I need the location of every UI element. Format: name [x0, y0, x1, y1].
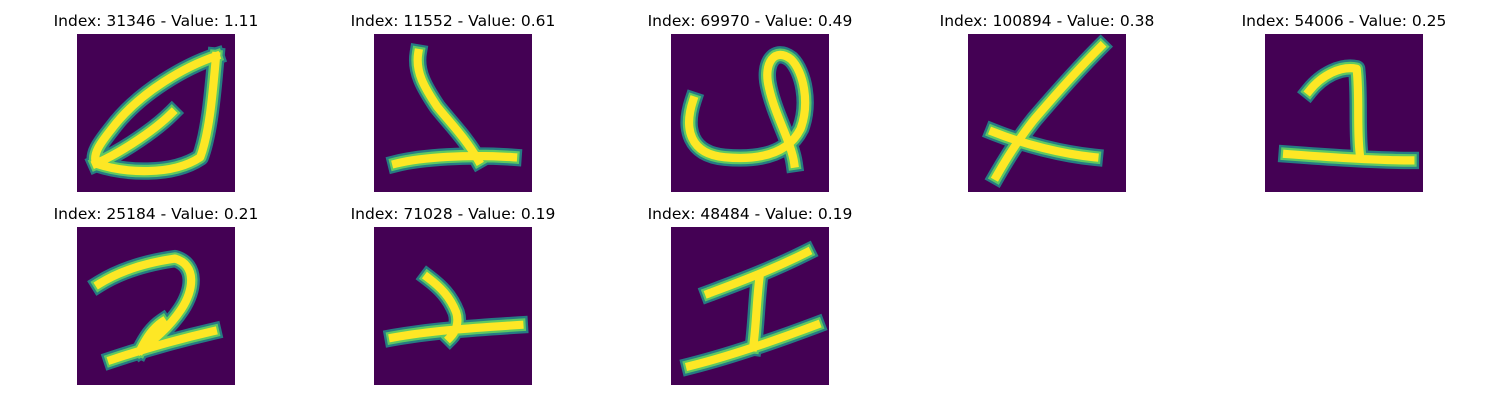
digit-image — [77, 227, 235, 385]
digit-glyph — [1277, 59, 1420, 170]
digit-glyph — [679, 240, 828, 377]
panel-title: Index: 48484 - Value: 0.19 — [647, 205, 853, 223]
digit-image — [1265, 34, 1423, 192]
panel-title: Index: 31346 - Value: 1.11 — [53, 12, 259, 30]
digit-image — [968, 34, 1126, 192]
panel-title: Index: 71028 - Value: 0.19 — [350, 205, 556, 223]
panel-title: Index: 69970 - Value: 0.49 — [647, 12, 853, 30]
digit-glyph — [382, 265, 529, 350]
digit-glyph — [84, 45, 228, 180]
digit-image — [374, 227, 532, 385]
panel-title: Index: 100894 - Value: 0.38 — [939, 12, 1155, 30]
digit-glyph — [385, 42, 523, 175]
digit-glyph — [981, 34, 1114, 189]
digit-glyph — [87, 249, 224, 371]
digit-image — [77, 34, 235, 192]
panel-title: Index: 54006 - Value: 0.25 — [1241, 12, 1447, 30]
digit-image — [671, 34, 829, 192]
panel-title: Index: 11552 - Value: 0.61 — [350, 12, 556, 30]
digit-image — [671, 227, 829, 385]
panel-title: Index: 25184 - Value: 0.21 — [53, 205, 259, 223]
digit-glyph — [680, 46, 814, 174]
digit-image — [374, 34, 532, 192]
